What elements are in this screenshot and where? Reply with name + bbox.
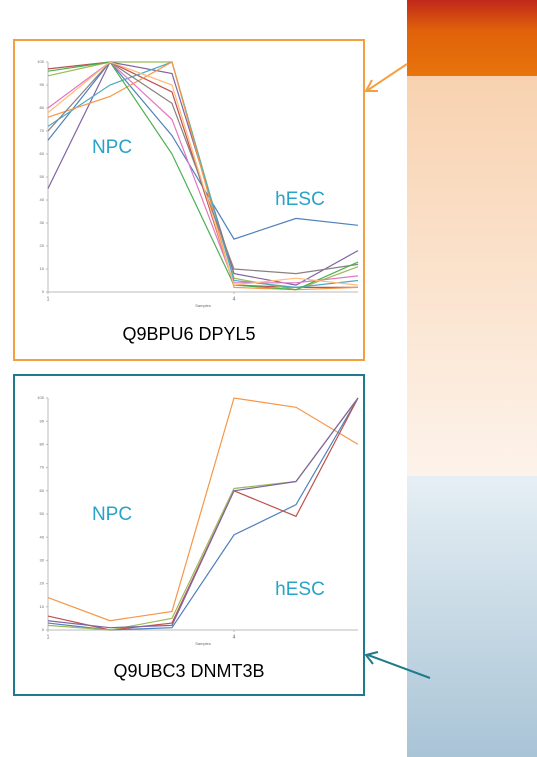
band-middle (407, 76, 537, 476)
y-tick-label: 30 (40, 220, 45, 225)
data-line (47, 61, 359, 291)
y-tick-label: 10 (40, 266, 45, 271)
y-tick-label: 80 (40, 105, 45, 110)
data-line (47, 61, 359, 289)
y-tick-label: 50 (40, 174, 45, 179)
y-tick-label: 60 (40, 488, 45, 493)
y-tick-label: 90 (40, 418, 45, 423)
x-axis-label: Samples (195, 303, 211, 308)
panel-frame (13, 374, 365, 696)
band-bottom (407, 476, 537, 757)
chart-title: Q9BPU6 DPYL5 (122, 324, 255, 344)
x-tick-label: 4 (233, 634, 236, 640)
data-line (47, 61, 359, 286)
y-tick-label: 80 (40, 441, 45, 446)
y-tick-label: 0 (42, 289, 45, 294)
data-line (47, 61, 359, 291)
y-tick-label: 50 (40, 511, 45, 516)
annotation: NPC (92, 137, 132, 158)
y-tick-label: 100 (37, 395, 44, 400)
y-tick-label: 30 (40, 557, 45, 562)
data-line (47, 397, 359, 629)
y-tick-label: 0 (42, 627, 45, 632)
annotation: hESC (275, 579, 325, 600)
arrow (364, 63, 408, 92)
y-tick-label: 40 (40, 534, 45, 539)
x-tick-label: 1 (47, 296, 50, 302)
y-tick-label: 100 (37, 59, 44, 64)
x-tick-label: 1 (47, 634, 50, 640)
y-tick-label: 70 (40, 465, 45, 470)
y-tick-label: 20 (40, 581, 45, 586)
y-tick-label: 20 (40, 243, 45, 248)
data-line (47, 397, 359, 622)
annotation: hESC (275, 189, 325, 210)
y-tick-label: 60 (40, 151, 45, 156)
chart-title: Q9UBC3 DNMT3B (113, 661, 264, 681)
x-axis-label: Samples (195, 641, 211, 646)
y-tick-label: 40 (40, 197, 45, 202)
arrow (364, 651, 431, 679)
y-tick-label: 90 (40, 82, 45, 87)
x-tick-label: 4 (233, 296, 236, 302)
y-tick-label: 10 (40, 604, 45, 609)
y-tick-label: 70 (40, 128, 45, 133)
band-top (407, 0, 537, 76)
annotation: NPC (92, 504, 132, 525)
